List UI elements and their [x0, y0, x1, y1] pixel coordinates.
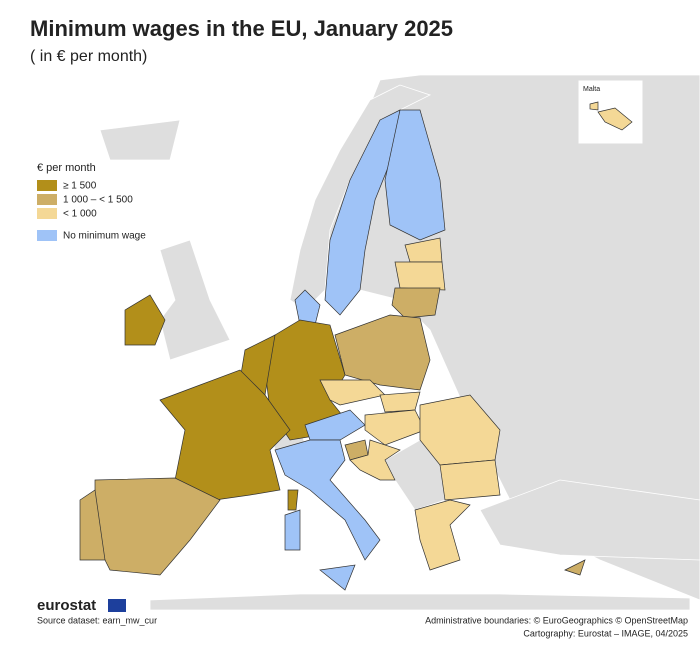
- country: [274, 439, 381, 561]
- inset: Malta: [577, 79, 644, 145]
- country: [319, 379, 386, 406]
- country: [79, 489, 106, 561]
- land: [159, 239, 231, 361]
- land: [479, 479, 700, 561]
- country: [349, 439, 401, 481]
- country: [379, 391, 421, 413]
- country: [394, 261, 446, 291]
- legend-title: € per month: [37, 162, 96, 174]
- credits: Cartography: Eurostat – IMAGE, 04/2025: [523, 628, 688, 638]
- subtitle: ( in € per month): [30, 48, 147, 65]
- country: [439, 459, 501, 501]
- country: [414, 499, 471, 571]
- country: [287, 489, 299, 511]
- country: [364, 409, 426, 446]
- legend-swatch: [37, 208, 57, 219]
- land: [149, 593, 691, 611]
- country: [391, 287, 441, 319]
- inset-label: Malta: [583, 86, 600, 93]
- legend-swatch: [37, 180, 57, 191]
- credits: Administrative boundaries: © EuroGeograp…: [425, 615, 688, 625]
- eu-flag: [108, 599, 126, 612]
- legend-label: < 1 000: [63, 209, 97, 220]
- country: [384, 109, 446, 241]
- legend: € per month ≥ 1 500 1 000 – < 1 500 < 1 00…: [37, 162, 146, 242]
- country: [319, 564, 356, 591]
- title: Minimum wages in the EU, January 2025: [30, 16, 453, 41]
- legend-swatch: [37, 194, 57, 205]
- country: [334, 314, 431, 391]
- source: Source dataset: earn_mw_cur: [37, 615, 157, 625]
- legend-label: 1 000 – < 1 500: [63, 195, 133, 206]
- country: [589, 101, 599, 111]
- country: [124, 294, 166, 346]
- logo: eurostat: [37, 597, 96, 614]
- map: [79, 74, 700, 611]
- country: [159, 369, 291, 501]
- legend-swatch: [37, 230, 57, 241]
- country: [304, 409, 366, 441]
- legend-label: ≥ 1 500: [63, 181, 97, 192]
- legend-label: No minimum wage: [63, 231, 146, 242]
- land: [289, 84, 432, 311]
- country: [564, 559, 586, 576]
- country: [597, 107, 633, 131]
- country: [94, 477, 221, 576]
- land: [99, 119, 181, 161]
- country: [284, 509, 301, 551]
